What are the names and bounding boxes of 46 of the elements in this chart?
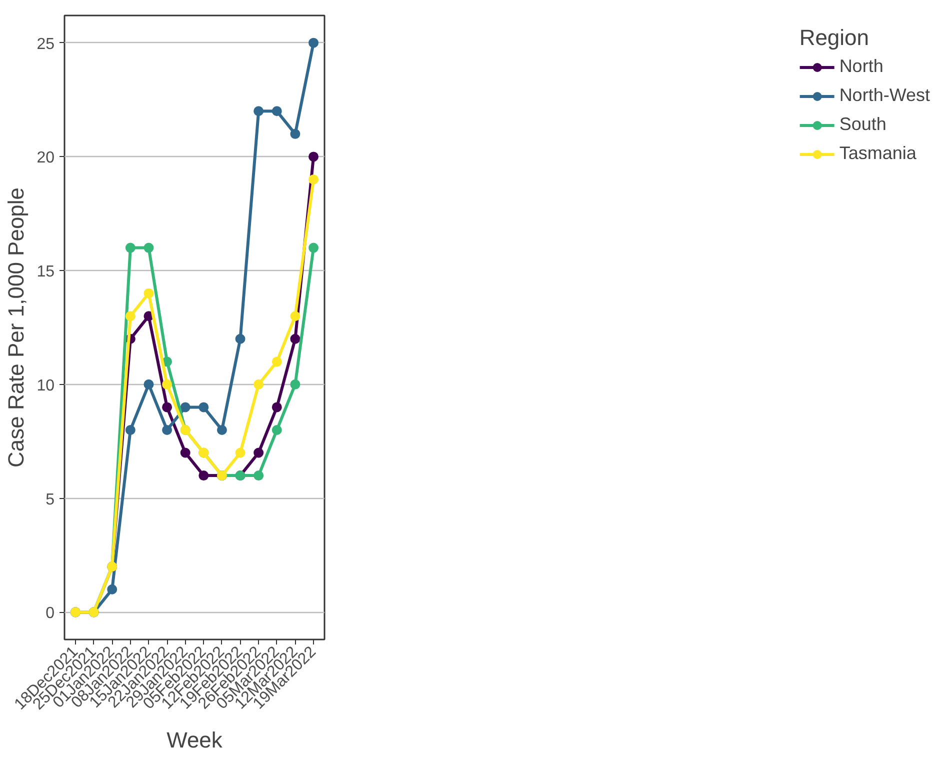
point <box>162 379 172 390</box>
point <box>235 334 246 344</box>
legend-label: Tasmania <box>839 143 916 164</box>
point <box>144 288 154 298</box>
point <box>272 424 282 435</box>
legend-title: Region <box>799 25 870 51</box>
point <box>125 311 136 322</box>
legend-label: North <box>839 56 884 77</box>
point <box>308 152 319 162</box>
point <box>198 402 209 412</box>
point <box>125 242 136 253</box>
point <box>308 174 319 184</box>
point <box>144 379 154 390</box>
y-tick-label: 10 <box>36 377 55 394</box>
point <box>107 584 118 594</box>
point <box>254 470 264 481</box>
point <box>216 424 227 435</box>
point <box>162 424 172 435</box>
point <box>254 379 264 390</box>
point <box>272 402 282 412</box>
y-tick-label: 5 <box>46 491 55 508</box>
x-axis-title: Week <box>166 727 224 752</box>
point <box>308 38 319 48</box>
point <box>180 448 190 458</box>
point <box>235 448 246 458</box>
point <box>290 379 300 390</box>
point <box>290 128 300 139</box>
y-tick-label: 20 <box>36 150 55 167</box>
point <box>198 470 209 481</box>
y-tick-label: 15 <box>36 264 55 281</box>
point <box>180 402 190 412</box>
y-tick-label: 25 <box>36 36 55 53</box>
legend-label: North-West <box>839 85 930 106</box>
point <box>290 311 300 322</box>
y-axis-title: Case Rate Per 1,000 People <box>4 187 29 468</box>
point <box>308 242 319 253</box>
point <box>272 106 282 116</box>
y-tick-label: 0 <box>46 605 55 622</box>
point <box>162 402 172 412</box>
point <box>125 424 136 435</box>
point <box>254 448 264 458</box>
legend-label: South <box>839 114 886 135</box>
point <box>290 334 300 344</box>
point <box>272 356 282 367</box>
point <box>254 106 264 116</box>
point <box>144 242 154 253</box>
